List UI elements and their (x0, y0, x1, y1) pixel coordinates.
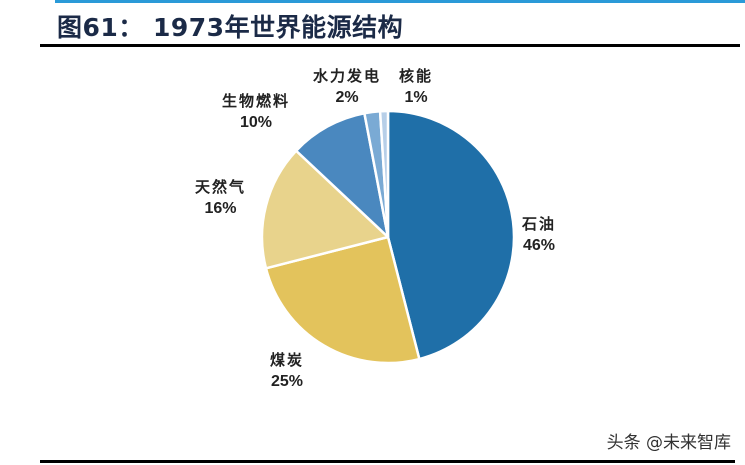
label-hydro: 水力发电 2% (313, 67, 382, 106)
pie-slice-2 (260, 149, 390, 270)
bottom-rule (40, 460, 735, 463)
label-nuclear: 核能 1% (399, 67, 434, 106)
pie-slice-1 (264, 235, 421, 365)
pie-slice-3 (294, 111, 390, 239)
pie-slice-0 (386, 109, 516, 361)
label-oil: 石油 46% (522, 215, 557, 254)
label-natural-gas: 天然气 16% (195, 178, 247, 217)
pie-slice-5 (378, 109, 390, 239)
label-coal: 煤炭 25% (270, 351, 305, 390)
watermark: 头条 @未来智库 (606, 433, 731, 453)
label-biofuel: 生物燃料 10% (222, 92, 291, 131)
title-underline (40, 44, 740, 47)
top-accent-rule (55, 0, 745, 3)
figure-title: 图61： 1973年世界能源结构 (57, 13, 404, 42)
